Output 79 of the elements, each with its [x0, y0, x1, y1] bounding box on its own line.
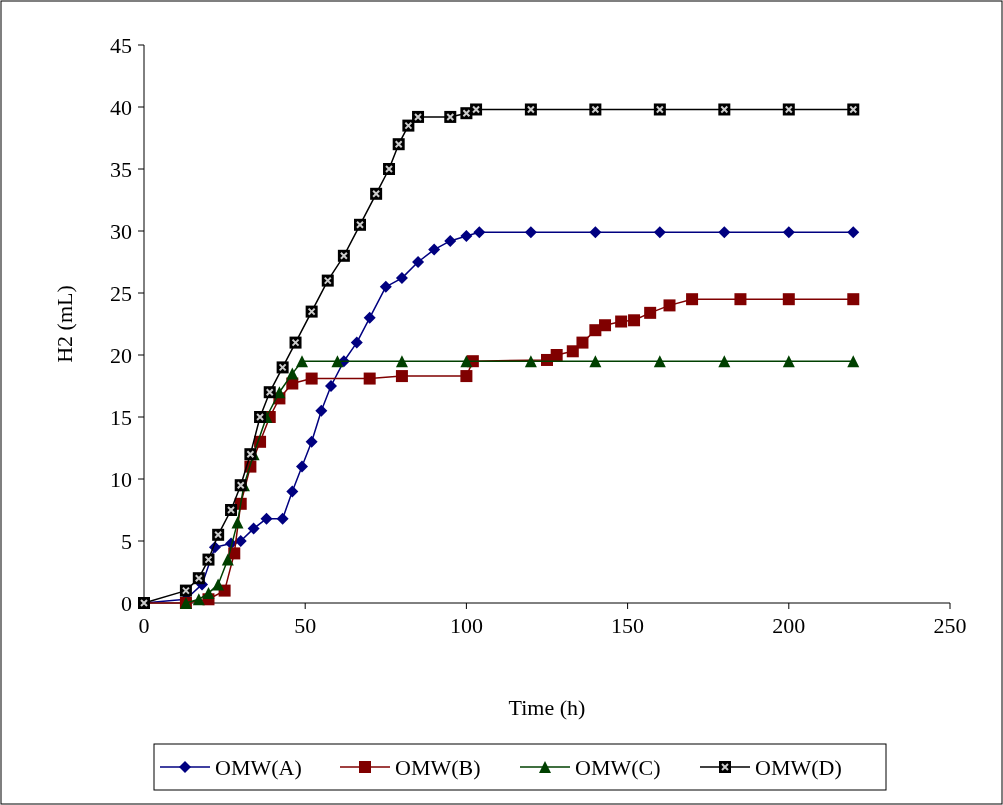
point — [847, 355, 860, 368]
point — [599, 319, 612, 332]
point — [305, 372, 318, 385]
point — [295, 355, 308, 368]
point — [566, 345, 579, 358]
point — [234, 535, 247, 547]
y-tick-label: 20 — [110, 342, 132, 368]
point — [444, 234, 457, 247]
point — [276, 512, 289, 525]
point — [212, 578, 225, 591]
y-tick-label: 0 — [121, 590, 132, 616]
point — [231, 516, 244, 529]
point — [628, 314, 641, 327]
point — [379, 280, 392, 293]
point — [286, 485, 299, 498]
point — [286, 367, 299, 380]
point — [331, 355, 344, 368]
x-tick-label: 50 — [294, 613, 317, 638]
point — [221, 553, 234, 566]
point — [295, 460, 308, 473]
point — [192, 593, 205, 606]
y-axis-title: H2 (mL) — [52, 285, 77, 363]
point — [589, 355, 602, 368]
point — [202, 587, 215, 600]
point — [644, 306, 657, 319]
point — [686, 293, 699, 306]
point — [718, 226, 731, 239]
x-axis-title: Time (h) — [508, 695, 586, 720]
legend-label: OMW(C) — [575, 754, 661, 780]
y-tick-label: 15 — [110, 404, 132, 430]
point — [782, 355, 795, 368]
point — [460, 229, 473, 242]
point — [395, 355, 408, 368]
point — [324, 380, 337, 392]
point — [473, 226, 486, 239]
point — [847, 293, 860, 306]
point — [412, 256, 425, 268]
point — [734, 293, 747, 306]
legend-label: OMW(B) — [395, 754, 481, 780]
point — [589, 324, 602, 337]
point — [363, 311, 376, 324]
point — [395, 272, 408, 285]
point — [315, 404, 328, 417]
point — [305, 435, 318, 448]
point — [247, 522, 260, 535]
point — [589, 226, 602, 239]
x-tick-label: 200 — [772, 613, 806, 638]
y-tick-label: 35 — [110, 156, 132, 182]
point — [363, 372, 376, 385]
y-tick-label: 45 — [110, 32, 132, 58]
point — [653, 226, 666, 239]
point — [653, 355, 666, 368]
x-tick-label: 250 — [933, 613, 967, 638]
point — [576, 336, 589, 349]
point — [663, 299, 676, 312]
y-tick-label: 40 — [110, 94, 132, 120]
legend-label: OMW(D) — [755, 754, 842, 780]
point — [524, 355, 537, 368]
y-tick-label: 25 — [110, 280, 132, 306]
point — [350, 336, 363, 349]
x-tick-label: 150 — [611, 613, 645, 638]
point — [260, 512, 273, 525]
y-tick-label: 5 — [121, 528, 132, 554]
point — [395, 370, 408, 383]
point — [718, 355, 731, 368]
point — [460, 370, 473, 383]
y-tick-label: 10 — [110, 466, 132, 492]
point — [847, 226, 860, 239]
point — [782, 293, 795, 306]
y-tick-label: 30 — [110, 218, 132, 244]
point — [782, 226, 795, 239]
x-tick-label: 100 — [449, 613, 483, 638]
point — [460, 355, 473, 368]
point — [615, 315, 628, 328]
point — [550, 349, 563, 361]
x-tick-label: 0 — [138, 613, 150, 638]
legend-label: OMW(A) — [215, 754, 302, 780]
point — [524, 226, 537, 239]
point — [428, 243, 441, 256]
